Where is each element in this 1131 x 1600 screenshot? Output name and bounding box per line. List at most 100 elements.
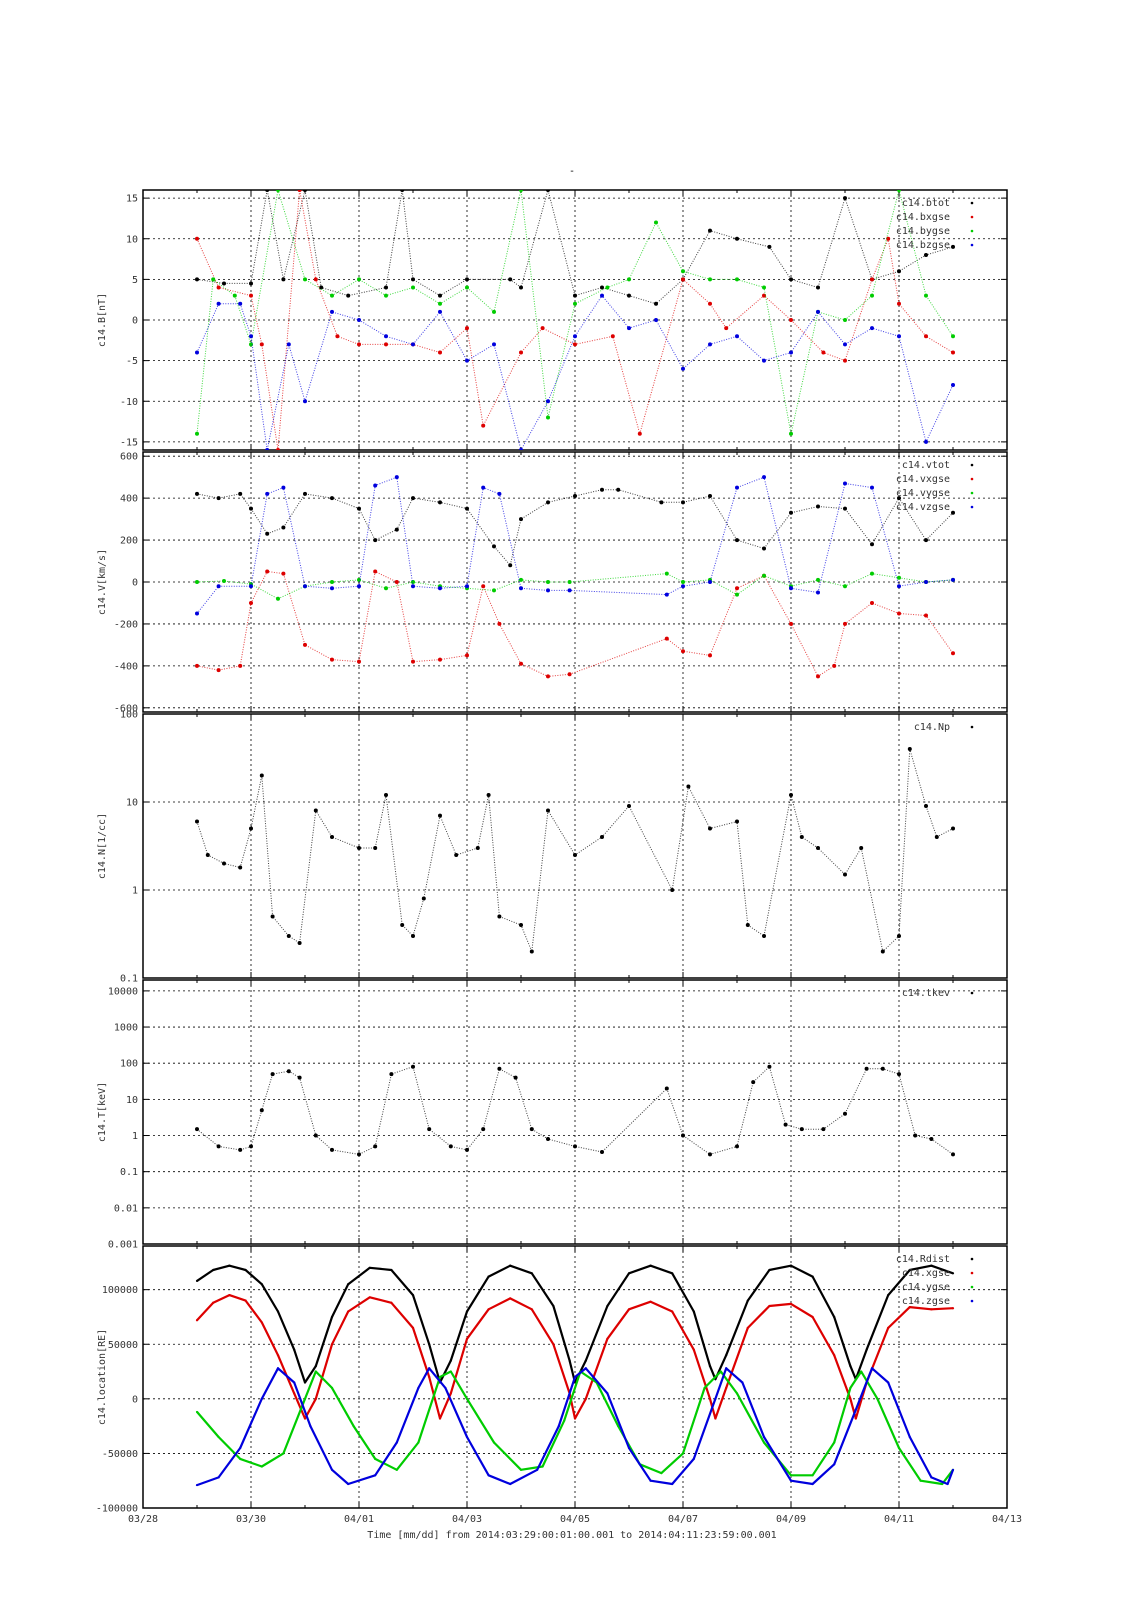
data-point xyxy=(897,934,901,939)
data-point xyxy=(486,793,491,798)
data-point xyxy=(708,826,712,831)
data-point xyxy=(303,584,307,589)
y-tick-label: 0.001 xyxy=(108,1240,138,1251)
legend-marker xyxy=(970,1299,974,1303)
data-point xyxy=(282,1452,285,1455)
data-point xyxy=(465,1435,469,1439)
data-point xyxy=(281,485,286,490)
series-trace xyxy=(196,489,954,567)
legend-label: c14.zgse xyxy=(902,1296,950,1307)
data-point xyxy=(714,1397,717,1400)
data-point xyxy=(870,542,874,547)
data-point xyxy=(833,1463,836,1466)
data-point xyxy=(411,277,415,282)
y-tick-label: -400 xyxy=(114,661,138,672)
data-point xyxy=(654,301,658,306)
data-point xyxy=(897,1072,901,1077)
data-point xyxy=(546,808,550,813)
series-c14.bygse xyxy=(195,190,955,436)
data-point xyxy=(222,578,226,583)
data-point xyxy=(951,383,955,387)
data-point xyxy=(692,1310,695,1313)
y-axis-label: c14.B[nT] xyxy=(97,293,108,347)
data-point xyxy=(357,506,361,511)
data-point xyxy=(649,1300,652,1303)
data-point xyxy=(924,580,928,584)
data-point xyxy=(212,1268,215,1272)
data-point xyxy=(195,1319,199,1322)
data-point xyxy=(297,940,302,945)
data-point xyxy=(530,1272,533,1275)
data-point xyxy=(913,1133,918,1138)
x-tick-label: 04/09 xyxy=(776,1514,806,1525)
data-point xyxy=(897,496,901,501)
data-point xyxy=(854,1408,857,1411)
data-point xyxy=(686,784,691,789)
data-point xyxy=(303,1397,307,1400)
data-point xyxy=(293,1348,296,1351)
data-point xyxy=(265,491,270,496)
data-point xyxy=(832,663,837,668)
data-point xyxy=(195,580,199,584)
data-point xyxy=(897,334,901,339)
data-point xyxy=(843,621,847,626)
data-point xyxy=(767,1064,772,1069)
legend-label: c14.vygse xyxy=(896,488,950,499)
data-point xyxy=(411,659,415,664)
series-c14.tkev xyxy=(195,1064,955,1157)
data-point xyxy=(783,1122,788,1127)
legend-marker xyxy=(970,229,974,233)
data-point xyxy=(546,588,550,593)
data-point xyxy=(681,366,685,371)
figure-title: - xyxy=(569,166,575,177)
y-tick-label: 10 xyxy=(126,798,138,809)
data-point xyxy=(222,281,226,286)
data-point xyxy=(384,293,388,298)
data-point xyxy=(519,190,523,192)
data-point xyxy=(216,285,221,290)
panel-frame xyxy=(142,713,1008,979)
legend-label: c14.vtot xyxy=(902,460,950,471)
data-point xyxy=(293,1392,296,1395)
data-point xyxy=(238,1147,243,1152)
data-point xyxy=(951,1152,955,1157)
data-point xyxy=(708,653,712,658)
y-tick-label: 100000 xyxy=(102,1285,138,1296)
data-point xyxy=(833,1354,836,1357)
data-point xyxy=(330,309,334,314)
data-point xyxy=(384,586,388,591)
data-point xyxy=(811,1482,814,1486)
data-point xyxy=(374,1457,377,1460)
data-point xyxy=(864,1066,869,1071)
data-point xyxy=(438,309,442,314)
data-point xyxy=(508,277,513,282)
series-line xyxy=(196,1367,955,1487)
data-point xyxy=(465,277,469,282)
data-point xyxy=(519,923,523,928)
data-point xyxy=(492,309,496,314)
data-point xyxy=(448,1144,453,1149)
x-tick-label: 04/01 xyxy=(344,1514,374,1525)
data-point xyxy=(887,1381,890,1384)
data-point xyxy=(411,285,415,290)
data-point xyxy=(833,1315,836,1319)
data-point xyxy=(671,1272,674,1275)
data-point xyxy=(259,1108,264,1113)
y-axis-label: c14.V[km/s] xyxy=(97,549,108,615)
data-point xyxy=(286,934,291,939)
data-point xyxy=(887,1326,890,1329)
data-point xyxy=(465,1337,469,1340)
data-point xyxy=(924,439,928,444)
data-point xyxy=(222,861,226,866)
data-point xyxy=(428,1375,431,1379)
data-point xyxy=(762,934,766,939)
legend-label: c14.vzgse xyxy=(896,502,950,513)
data-point xyxy=(438,293,442,298)
y-tick-label: 1000 xyxy=(114,1023,138,1034)
panel-3: 100 10 1 0.1 c14.N[1/cc] c14.Np xyxy=(97,710,1008,985)
data-point xyxy=(929,1137,934,1142)
data-point xyxy=(951,510,955,515)
data-point xyxy=(908,1268,911,1272)
series-c14.vxgse xyxy=(195,569,955,679)
data-point xyxy=(735,586,739,591)
